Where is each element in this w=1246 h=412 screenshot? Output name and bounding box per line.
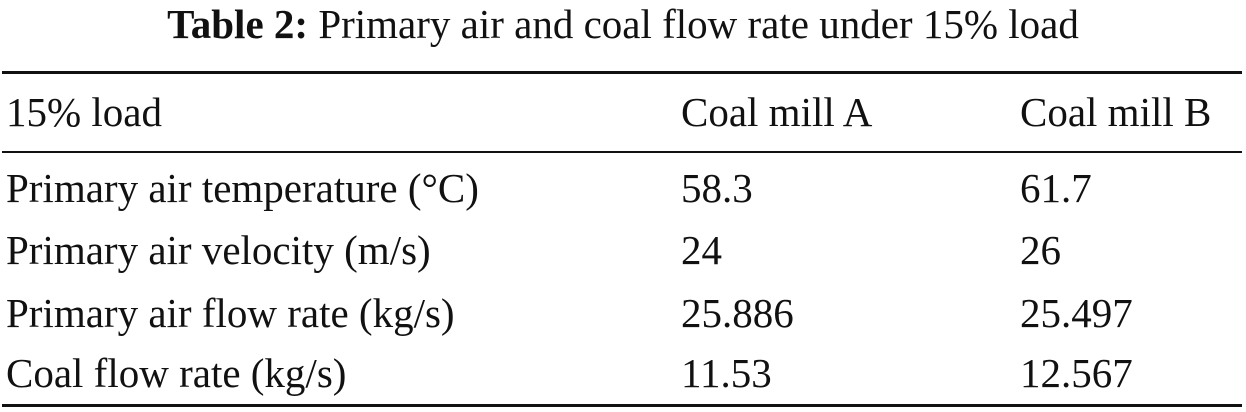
- table-header-row: 15% load Coal mill A Coal mill B: [0, 84, 1246, 140]
- table-top-rule: [2, 71, 1242, 74]
- row-label: Primary air flow rate (kg/s): [6, 290, 455, 336]
- header-cell-mill-a: Coal mill A: [681, 89, 873, 135]
- table-row: Primary air velocity (m/s) 24 26: [0, 222, 1246, 278]
- cell-mill-a: 25.886: [681, 290, 794, 336]
- cell-mill-b: 12.567: [1020, 350, 1133, 396]
- table-caption-label: Table 2:: [167, 1, 309, 47]
- header-cell-mill-b: Coal mill B: [1020, 89, 1212, 135]
- cell-mill-a: 24: [681, 227, 722, 273]
- cell-mill-a: 11.53: [681, 350, 772, 396]
- table-row: Primary air flow rate (kg/s) 25.886 25.4…: [0, 285, 1246, 341]
- table-header-rule: [2, 151, 1242, 153]
- header-cell-load: 15% load: [6, 89, 162, 135]
- table-row: Primary air temperature (°C) 58.3 61.7: [0, 160, 1246, 216]
- table-caption: Table 2: Primary air and coal flow rate …: [0, 0, 1246, 48]
- table-caption-text: Primary air and coal flow rate under 15%…: [318, 1, 1079, 47]
- cell-mill-a: 58.3: [681, 165, 753, 211]
- cell-mill-b: 61.7: [1020, 165, 1092, 211]
- row-label: Primary air temperature (°C): [6, 165, 479, 211]
- row-label: Coal flow rate (kg/s): [6, 350, 347, 396]
- table-bottom-rule: [2, 404, 1242, 407]
- cell-mill-b: 26: [1020, 227, 1061, 273]
- cell-mill-b: 25.497: [1020, 290, 1133, 336]
- row-label: Primary air velocity (m/s): [6, 227, 431, 273]
- table-row: Coal flow rate (kg/s) 11.53 12.567: [0, 345, 1246, 401]
